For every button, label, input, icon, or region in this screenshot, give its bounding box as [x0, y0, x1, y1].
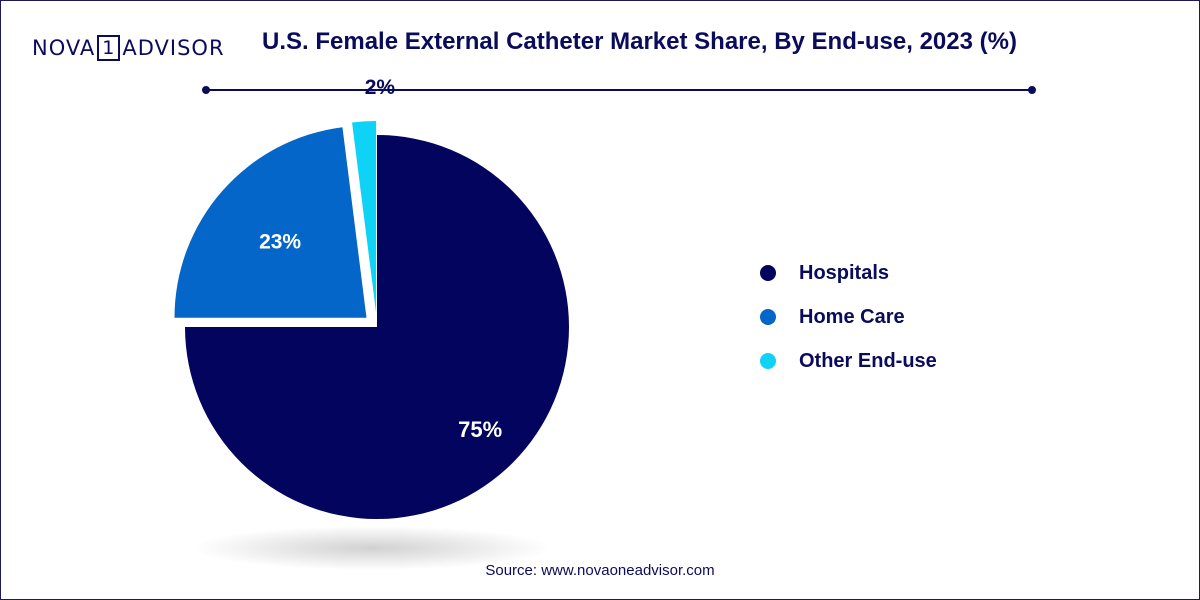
slice-label-home-care: 23% [259, 231, 301, 254]
brand-logo: NOVA 1 ADVISOR [32, 34, 225, 62]
slice-label-hospitals: 75% [458, 417, 502, 442]
brand-text-box: 1 [97, 35, 121, 61]
legend-label-home-care: Home Care [799, 305, 905, 328]
title-divider [202, 86, 1036, 94]
slice-label-other-end-use: 2% [365, 76, 396, 99]
legend-item-home-care: Home Care [760, 306, 937, 328]
legend-label-hospitals: Hospitals [799, 261, 890, 284]
source-note: Source: www.novaoneadvisor.com [485, 562, 715, 579]
legend-item-hospitals: Hospitals [760, 262, 937, 284]
legend-swatch-hospitals [760, 265, 776, 281]
pie-slice-other-end-use [352, 121, 377, 314]
divider-dot-right [1028, 86, 1036, 94]
legend-label-other-end-use: Other End-use [799, 349, 937, 372]
legend: Hospitals Home Care Other End-use [760, 262, 937, 394]
pie-shadow [192, 526, 552, 570]
divider-dot-left [202, 86, 210, 94]
legend-swatch-home-care [760, 309, 776, 325]
pie-slice-hospitals [185, 135, 569, 519]
pie-slice-home-care [174, 127, 367, 318]
legend-item-other-end-use: Other End-use [760, 350, 937, 372]
brand-text-left: NOVA [32, 36, 96, 60]
chart-title: U.S. Female External Catheter Market Sha… [262, 28, 1017, 55]
brand-text-right: ADVISOR [122, 36, 225, 60]
legend-swatch-other-end-use [760, 353, 776, 369]
